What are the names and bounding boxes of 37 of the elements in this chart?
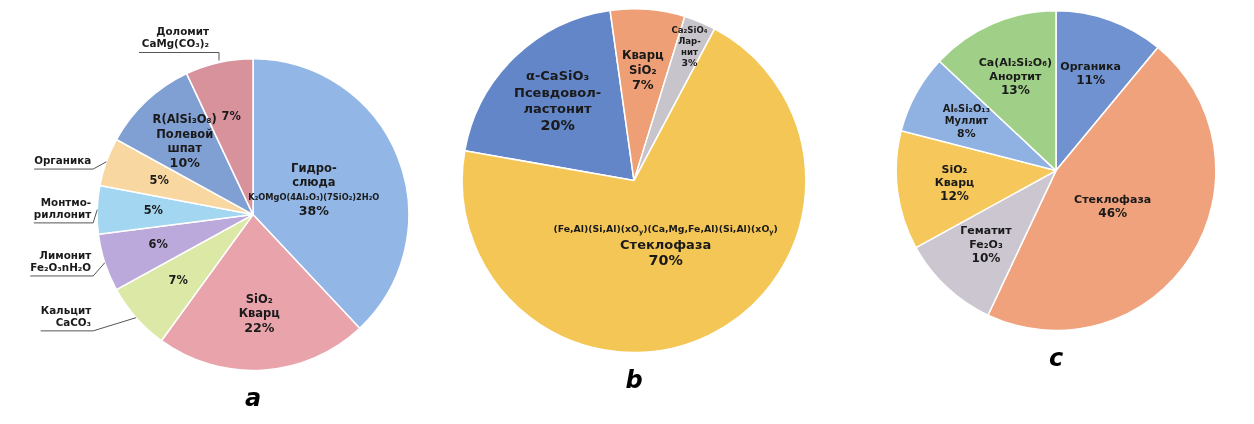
slice-label: Органика <box>1060 60 1121 74</box>
text: b <box>625 365 643 394</box>
data-label: 5% <box>143 203 164 218</box>
data-label: 10% <box>169 154 201 170</box>
data-label: 7% <box>631 76 654 92</box>
text: a <box>244 383 262 412</box>
slice-label: Доломит CaMg(CO₃)₂ <box>141 25 210 50</box>
data-label: 11% <box>1076 73 1106 88</box>
data-label: 6% <box>148 237 169 252</box>
slice-label: Гематит Fe₂O₃ <box>960 224 1013 252</box>
data-label: 7% <box>221 109 242 124</box>
slice-label: Al₆Si₂O₁₃ Муллит <box>942 102 990 126</box>
slice-label: Ca₂SiO₄ Лар- нит <box>671 25 708 57</box>
slice-label: Гидро- слюда K₂OMgO(4Al₂O₃)(7SiO₂)2H₂O <box>248 160 380 202</box>
slice-label: Ca(Al₂Si₂O₆) Анортит <box>978 55 1053 83</box>
slice-label: Кальцит CaCO₃ <box>40 304 92 329</box>
data-label: 20% <box>540 116 575 133</box>
data-label: 46% <box>1098 205 1128 220</box>
slice-label: α-CaSiO₃ Псевдовол- ластонит <box>514 68 602 116</box>
data-label: 12% <box>940 189 969 204</box>
slice-label: SiO₂ Кварц <box>238 291 281 321</box>
text: c <box>1048 343 1064 372</box>
slice-label: Монтмо- риллонит <box>33 196 92 221</box>
data-label: 38% <box>298 203 330 219</box>
data-label: 8% <box>957 126 976 140</box>
data-label: 5% <box>149 172 170 187</box>
data-label: 10% <box>971 251 1001 266</box>
slice-label: Кварц SiO₂ <box>621 48 665 78</box>
slice-label: Лимонит Fe₂O₃nH₂O <box>30 249 92 274</box>
slice-label: Стеклофаза <box>1074 192 1152 206</box>
data-label: 70% <box>648 252 683 269</box>
slice-label: Органика <box>34 154 92 167</box>
data-label: 3% <box>681 56 699 68</box>
slice-label: SiO₂ Кварц <box>934 162 975 190</box>
data-label: 13% <box>1000 82 1030 97</box>
data-label: 22% <box>244 319 275 335</box>
data-label: 7% <box>168 272 189 287</box>
